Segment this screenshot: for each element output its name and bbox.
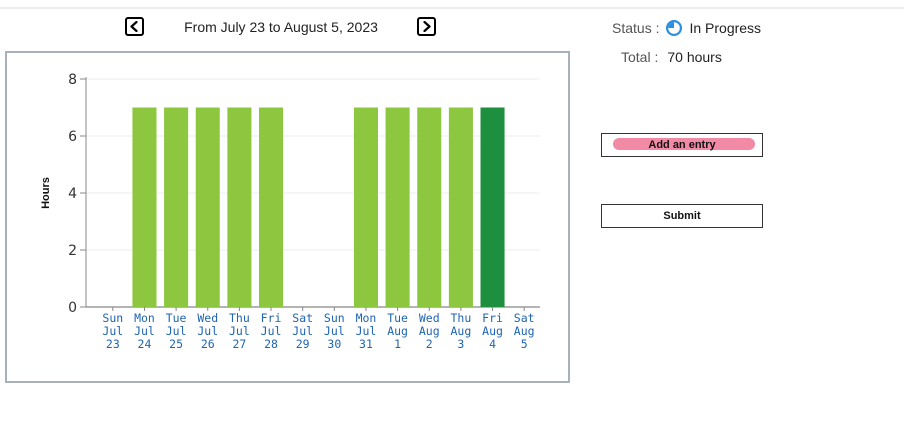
x-tick-label: Jul	[134, 324, 155, 338]
add-entry-label: Add an entry	[648, 139, 716, 151]
x-tick-label: 3	[457, 337, 464, 351]
in-progress-icon	[665, 19, 683, 37]
bar-jul-26	[195, 107, 220, 307]
x-tick-label: 31	[359, 337, 373, 351]
x-tick-label: Jul	[356, 324, 377, 338]
y-tick-label: 8	[68, 72, 77, 88]
add-entry-highlight	[613, 138, 755, 150]
x-tick-label: 4	[489, 337, 496, 351]
total-value: 70 hours	[667, 49, 722, 65]
x-tick-label: 27	[232, 337, 246, 351]
x-tick-label: Aug	[419, 324, 440, 338]
x-tick-label: Fri	[482, 311, 503, 325]
bar-aug-1	[385, 107, 410, 307]
x-tick-label: Thu	[229, 311, 250, 325]
chevron-right-icon	[423, 21, 431, 32]
x-tick-label: Jul	[166, 324, 187, 338]
x-tick-label: Sun	[324, 311, 345, 325]
bar-jul-24	[132, 107, 157, 307]
x-tick-label: 30	[327, 337, 341, 351]
x-tick-label: 2	[426, 337, 433, 351]
x-tick-label: 24	[138, 337, 152, 351]
bar-aug-2	[417, 107, 442, 307]
x-tick-label: Jul	[102, 324, 123, 338]
x-tick-label: Sun	[102, 311, 123, 325]
bar-jul-27	[227, 107, 252, 307]
status-label: Status :	[612, 20, 660, 36]
next-period-button[interactable]	[417, 17, 436, 36]
total-row: Total : 70 hours	[621, 49, 722, 65]
hours-chart: 0 2 4 6 8 Hours Sun Jul 23 Mon Jul 24 Tue Jul 25 Wed Jul…	[5, 51, 570, 383]
x-tick-label: Wed	[419, 311, 440, 325]
y-tick-label: 6	[68, 129, 77, 145]
hours-bar-chart: 02468HoursSunJul23MonJul24TueJul25WedJul…	[40, 72, 540, 351]
bar-aug-4	[480, 107, 505, 307]
x-tick-label: Tue	[387, 311, 408, 325]
bar-jul-31	[353, 107, 378, 307]
x-tick-label: 28	[264, 337, 278, 351]
x-tick-label: Aug	[387, 324, 408, 338]
x-tick-label: 29	[296, 337, 310, 351]
chevron-left-icon	[130, 21, 138, 32]
x-tick-label: 5	[521, 337, 528, 351]
x-tick-label: Jul	[229, 324, 250, 338]
x-tick-label: Jul	[324, 324, 345, 338]
bar-jul-28	[259, 107, 284, 307]
x-tick-label: Mon	[134, 311, 155, 325]
y-tick-label: 4	[68, 186, 77, 202]
x-tick-label: Thu	[451, 311, 472, 325]
status-value: In Progress	[689, 20, 762, 36]
x-tick-label: 25	[169, 337, 183, 351]
x-tick-label: 23	[106, 337, 120, 351]
status-row: Status : In Progress	[612, 17, 761, 39]
x-tick-label: Mon	[356, 311, 377, 325]
x-tick-label: Tue	[166, 311, 187, 325]
bar-jul-25	[164, 107, 189, 307]
x-tick-label: Fri	[261, 311, 282, 325]
x-tick-label: Jul	[261, 324, 282, 338]
x-tick-label: Sat	[292, 311, 313, 325]
x-tick-label: Jul	[197, 324, 218, 338]
submit-button[interactable]: Submit	[601, 204, 763, 228]
y-tick-label: 2	[68, 243, 77, 259]
date-range-label: From July 23 to August 5, 2023	[184, 19, 378, 35]
y-axis-label: Hours	[40, 177, 52, 209]
y-tick-label: 0	[68, 300, 77, 316]
x-tick-label: Jul	[292, 324, 313, 338]
x-tick-label: Wed	[197, 311, 218, 325]
x-tick-label: 1	[394, 337, 401, 351]
total-label: Total :	[621, 49, 659, 65]
bar-aug-3	[448, 107, 473, 307]
x-tick-label: 26	[201, 337, 215, 351]
add-entry-button[interactable]: Add an entry	[601, 133, 763, 157]
previous-period-button[interactable]	[125, 17, 144, 36]
top-divider	[0, 7, 904, 9]
x-tick-label: Aug	[482, 324, 503, 338]
x-tick-label: Aug	[514, 324, 535, 338]
x-tick-label: Aug	[451, 324, 472, 338]
x-tick-label: Sat	[514, 311, 535, 325]
